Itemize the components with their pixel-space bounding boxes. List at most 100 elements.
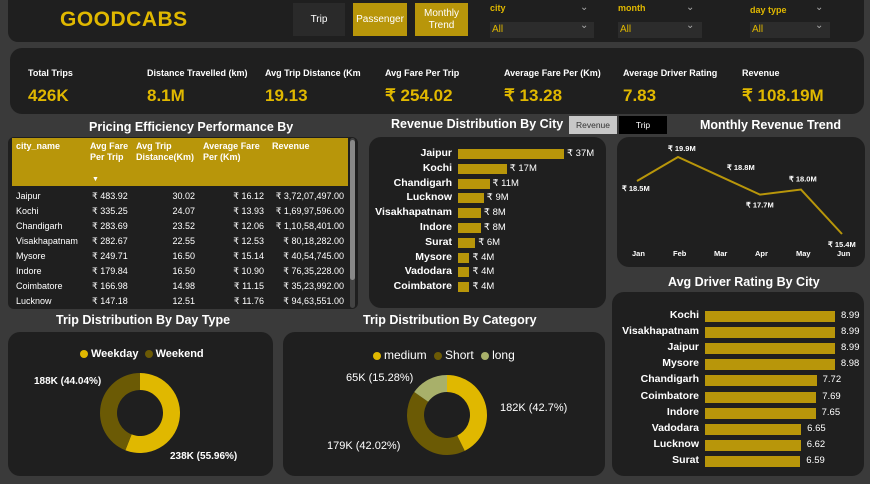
revenue-bar[interactable] <box>458 178 490 189</box>
rating-bar[interactable] <box>705 359 835 371</box>
revenue-bar[interactable] <box>458 149 564 159</box>
monthly-trend-chart: ₹ 18.5M Jan ₹ 19.9M Feb ₹ 18.8M Mar ₹ 17.7M Apr… <box>622 144 856 258</box>
table-scrollbar-thumb[interactable] <box>350 140 355 280</box>
bar-category-label: Lucknow <box>653 437 699 450</box>
trend-line[interactable] <box>636 155 843 235</box>
bar-value-label: 6.65 <box>807 422 826 434</box>
table-cell: ₹ 282.67 <box>92 236 128 246</box>
revenue-toggle-button[interactable]: Revenue <box>569 116 617 134</box>
rating-bar[interactable] <box>705 439 801 451</box>
rating-bar[interactable] <box>705 343 835 355</box>
rating-bar[interactable] <box>705 327 835 339</box>
category-donut <box>407 375 487 455</box>
bar-value-label: 8.98 <box>840 358 860 370</box>
table-cell: 16.50 <box>172 266 195 276</box>
chevron-down-icon[interactable]: ⌄ <box>686 2 695 13</box>
legend-label: Weekday <box>91 348 139 360</box>
table-cell: ₹ 35,23,992.00 <box>283 281 344 291</box>
nav-trip-button[interactable]: Trip <box>293 3 345 36</box>
bar-value-label: ₹ 8M <box>483 207 506 219</box>
chevron-down-icon[interactable]: ⌄ <box>580 2 589 13</box>
table-row[interactable]: Lucknow ₹ 147.18 12.51 ₹ 11.76 ₹ 94,63,551.0… <box>14 294 344 309</box>
table-cell: Jaipur <box>16 191 41 201</box>
city-slicer-value[interactable]: All <box>490 22 594 38</box>
legend-dot <box>481 351 490 360</box>
category-slice[interactable] <box>407 392 465 455</box>
kpi-label: Average Driver Rating <box>623 68 718 78</box>
table-cell: 12.51 <box>172 296 195 306</box>
sort-desc-icon[interactable]: ▼ <box>92 176 99 183</box>
column-header[interactable]: Revenue <box>272 141 310 151</box>
table-cell: ₹ 1,10,58,401.00 <box>275 221 344 231</box>
daytype-slice[interactable] <box>99 373 140 451</box>
table-cell: ₹ 12.06 <box>233 221 264 231</box>
chevron-down-icon[interactable]: ⌄ <box>815 2 824 13</box>
rating-bar[interactable] <box>705 407 816 419</box>
chevron-down-icon[interactable]: ⌄ <box>580 20 589 31</box>
legend-label: long <box>492 348 515 362</box>
daytype-legend: Weekday Weekend <box>80 348 204 360</box>
table-cell: ₹ 179.84 <box>92 266 128 276</box>
daytype-slicer-value[interactable]: All <box>750 22 830 38</box>
category-slice[interactable] <box>414 375 447 402</box>
kpi-label: Distance Travelled (km) <box>147 68 248 78</box>
rating-bar[interactable] <box>705 311 835 322</box>
bar-value-label: 6.62 <box>806 438 826 450</box>
legend-label: medium <box>384 348 427 362</box>
table-row[interactable]: Chandigarh ₹ 283.69 23.52 ₹ 12.06 ₹ 1,10,58,… <box>14 219 344 234</box>
column-header[interactable]: Avg Trip Distance(Km) <box>136 141 195 162</box>
revenue-bar[interactable] <box>458 223 481 233</box>
table-row[interactable]: Kochi ₹ 335.25 24.07 ₹ 13.93 ₹ 1,69,97,596.0… <box>14 204 344 219</box>
column-header[interactable]: Average Fare Per (Km) <box>203 141 260 162</box>
trip-toggle-button[interactable]: Trip <box>619 116 667 134</box>
revenue-bar[interactable] <box>458 193 484 204</box>
chevron-down-icon[interactable]: ⌄ <box>815 20 824 31</box>
app-logo: GOODCABS <box>60 8 188 31</box>
revenue-bar[interactable] <box>458 267 470 278</box>
rating-bar[interactable] <box>705 455 801 467</box>
column-header[interactable]: Avg Fare Per Trip <box>90 141 129 162</box>
nav-monthly-trend-button[interactable]: Monthly Trend <box>415 3 468 36</box>
month-slicer-label: month <box>618 3 646 13</box>
revenue-bar[interactable] <box>458 252 470 263</box>
chevron-down-icon[interactable]: ⌄ <box>686 20 695 31</box>
daytype-slice[interactable] <box>125 373 180 453</box>
kpi-label: Average Fare Per (Km) <box>504 68 601 78</box>
rating-title: Avg Driver Rating By City <box>668 275 820 289</box>
table-cell: ₹ 16.12 <box>233 191 264 201</box>
revenue-bar[interactable] <box>458 208 481 219</box>
rating-bar[interactable] <box>705 375 817 387</box>
kpi-value: ₹ 108.19M <box>742 86 824 105</box>
nav-passenger-button[interactable]: Passenger <box>353 3 407 36</box>
bar-category-label: Coimbatore <box>393 280 452 293</box>
bar-value-label: 7.69 <box>822 390 841 402</box>
legend-dot <box>80 350 88 359</box>
rating-bar[interactable] <box>705 423 802 435</box>
table-cell: Chandigarh <box>16 221 63 231</box>
table-cell: ₹ 12.53 <box>233 236 264 246</box>
category-slice[interactable] <box>447 375 487 451</box>
month-slicer-value[interactable]: All <box>618 22 702 38</box>
table-cell: ₹ 166.98 <box>92 281 128 291</box>
column-header[interactable]: city_name <box>16 141 61 151</box>
bar-value-label: ₹ 17M <box>509 162 537 174</box>
table-cell: ₹ 76,35,228.00 <box>283 266 344 276</box>
table-row[interactable]: Coimbatore ₹ 166.98 14.98 ₹ 11.15 ₹ 35,23,99… <box>14 279 344 294</box>
revenue-bar[interactable] <box>458 282 470 293</box>
table-cell: Lucknow <box>16 296 52 306</box>
category-title: Trip Distribution By Category <box>363 313 537 327</box>
table-row[interactable]: Indore ₹ 179.84 16.50 ₹ 10.90 ₹ 76,35,228.00 <box>14 264 344 279</box>
revenue-bar[interactable] <box>458 163 507 174</box>
rating-bar[interactable] <box>705 391 817 403</box>
revenue-bar[interactable] <box>458 237 476 248</box>
table-row[interactable]: Visakhapatnam ₹ 282.67 22.55 ₹ 12.53 ₹ 80,18… <box>14 234 344 249</box>
bar-category-label: Chandigarh <box>640 373 699 386</box>
legend-label: Weekend <box>155 348 204 360</box>
table-row[interactable]: Mysore ₹ 249.71 16.50 ₹ 15.14 ₹ 40,54,745.00 <box>14 249 344 264</box>
x-tick-label: Jun <box>837 249 851 258</box>
kpi-value: ₹ 254.02 <box>385 86 453 105</box>
legend-dot <box>144 350 153 359</box>
table-row[interactable]: Jaipur ₹ 483.92 30.02 ₹ 16.12 ₹ 3,72,07,497.… <box>14 189 344 204</box>
table-cell: ₹ 283.69 <box>92 221 128 231</box>
bar-category-label: Mysore <box>662 357 699 370</box>
